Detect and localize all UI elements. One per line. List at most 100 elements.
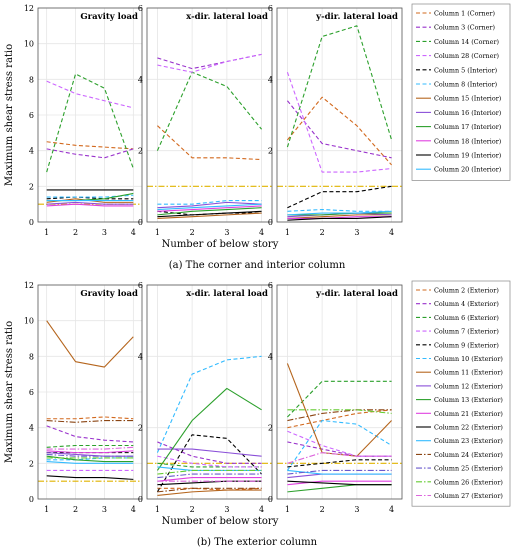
y-tick-label: 0 [138,495,143,504]
x-tick-label: 2 [320,228,325,237]
y-tick-label: 4 [29,147,34,156]
x-tick-label: 4 [131,228,136,237]
legend: Column 2 (Exterior) Column 4 (Exterior) Co… [411,280,511,507]
y-tick-label: 0 [268,495,273,504]
figure-caption: (b) The exterior column [197,537,318,548]
x-tick-label: 3 [224,505,229,514]
y-tick-label: 0 [268,218,273,227]
x-tick-label: 3 [102,505,107,514]
series-line [286,25,393,148]
series-line [46,425,134,443]
series-line [286,100,392,159]
y-tick-label: 2 [138,147,143,156]
x-tick-label: 2 [190,505,195,514]
series-line [286,72,392,173]
legend-entry: Column 25 (Exterior) [434,465,503,473]
series-line [286,363,392,457]
y-tick-label: 6 [268,281,273,290]
legend-entry: Column 26 (Exterior) [434,478,503,486]
panel-frame [146,284,273,500]
x-tick-label: 2 [190,228,195,237]
legend-entry: Column 5 (Interior) [434,66,497,74]
series-line [287,208,392,212]
series-line [46,73,134,173]
y-tick-label: 4 [268,352,273,361]
y-tick-label: 8 [29,75,34,84]
x-tick-label: 4 [259,228,264,237]
panel-3: 0 2 4 6 1 2 3 4 y-dir. lateral load [268,281,403,514]
panel-2: 0 2 4 6 1 2 3 4 x-dir. lateral load [138,281,273,514]
series-line [46,201,134,205]
legend-entry: Column 13 (Exterior) [434,396,503,404]
legend-entry: Column 6 (Exterior) [434,314,499,322]
series-line [157,201,262,209]
series-line [157,53,262,73]
x-tick-label: 1 [285,505,290,514]
series-line [157,212,262,219]
series-line [46,446,134,450]
legend-entry: Column 15 (Interior) [434,95,501,103]
series-line [287,484,392,493]
y-tick-label: 6 [268,4,273,13]
y-tick-label: 4 [138,75,143,84]
y-tick-label: 4 [268,75,273,84]
y-tick-label: 6 [138,281,143,290]
y-tick-label: 0 [29,495,34,504]
legend-entry: Column 8 (Interior) [434,81,497,89]
x-tick-label: 4 [131,505,136,514]
series-line [287,212,392,216]
legend-entry: Column 2 (Exterior) [434,287,499,295]
series-line [46,196,134,200]
y-tick-label: 2 [268,424,273,433]
series-line [157,469,262,475]
legend-frame [411,3,511,181]
legend-entry: Column 27 (Exterior) [434,492,503,500]
legend-entry: Column 3 (Corner) [434,24,495,32]
series-line [46,80,134,109]
legend-entry: Column 10 (Exterior) [434,355,503,363]
legend-entry: Column 23 (Exterior) [434,437,503,445]
series-line [157,207,262,216]
series-line [287,409,392,429]
x-tick-label: 3 [102,228,107,237]
x-tick-label: 4 [259,505,264,514]
panel-title: Gravity load [80,289,138,299]
x-tick-label: 4 [389,228,394,237]
series-line [286,419,392,471]
series-line [287,480,392,486]
legend-entry: Column 22 (Exterior) [434,424,503,432]
legend-entry: Column 20 (Interior) [434,166,501,174]
series-line [157,53,262,70]
panel-3: 0 2 4 6 1 2 3 4 y-dir. lateral load [268,4,403,237]
legend-entry: Column 17 (Interior) [434,123,501,131]
legend-entry: Column 12 (Exterior) [434,382,503,390]
x-tick-label: 2 [73,228,78,237]
panel-title: Gravity load [80,12,138,22]
series-line [287,469,392,475]
panel-title: x-dir. lateral load [186,12,268,22]
x-axis-label: Number of below story [162,516,279,527]
panel-title: y-dir. lateral load [315,289,398,299]
series-line [287,216,392,219]
series-line [157,466,262,472]
y-axis-label: Maximum shear stress ratio [4,321,15,463]
legend-entry: Column 21 (Exterior) [434,410,503,418]
series-line [157,480,262,486]
legend-entry: Column 19 (Interior) [434,152,501,160]
panel-frame [37,284,143,500]
y-tick-label: 12 [24,4,34,13]
y-tick-label: 6 [29,388,34,397]
series-line [287,452,392,464]
x-tick-label: 2 [320,505,325,514]
panel-title: y-dir. lateral load [315,12,398,22]
series-line [287,185,392,209]
series-line [157,441,262,464]
y-tick-label: 4 [138,352,143,361]
x-axis-label: Number of below story [162,239,279,250]
series-line [46,444,134,448]
y-tick-label: 2 [138,424,143,433]
series-line [156,71,263,151]
series-line [156,387,262,471]
legend-entry: Column 28 (Corner) [434,52,499,60]
